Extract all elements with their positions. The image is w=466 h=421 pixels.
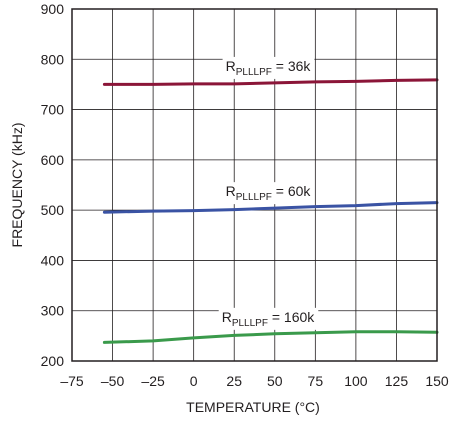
y-tick-label: 900 xyxy=(41,1,65,17)
x-tick-label: 25 xyxy=(226,373,242,389)
y-tick-label: 600 xyxy=(41,152,65,168)
series-label-background xyxy=(222,182,315,205)
y-tick-label: 300 xyxy=(41,303,65,319)
x-tick-label: –25 xyxy=(141,373,165,389)
series-label: RPLLLPF = 36k xyxy=(222,56,315,79)
series-label-background xyxy=(222,56,315,79)
series-label: RPLLLPF = 60k xyxy=(222,182,315,205)
y-tick-label: 400 xyxy=(41,252,65,268)
x-tick-label: 100 xyxy=(344,373,368,389)
y-axis-title: FREQUENCY (kHz) xyxy=(9,123,25,248)
series-label: RPLLLPF = 160k xyxy=(218,307,319,330)
y-tick-label: 200 xyxy=(41,353,65,369)
x-tick-label: 125 xyxy=(385,373,409,389)
series-label-text: RPLLLPF = 160k xyxy=(222,309,316,329)
series-line xyxy=(102,78,439,86)
x-tick-labels: –75 –50 –25 0 25 50 75 100 125 150 xyxy=(60,373,449,389)
x-tick-label: –75 xyxy=(60,373,84,389)
series-label-text: RPLLLPF = 36k xyxy=(226,58,312,78)
series-line xyxy=(102,201,439,214)
y-tick-label: 800 xyxy=(41,51,65,67)
x-tick-label: 75 xyxy=(308,373,324,389)
x-tick-label: 150 xyxy=(425,373,449,389)
y-tick-label: 700 xyxy=(41,102,65,118)
series-label-background xyxy=(218,307,319,330)
x-tick-label: 0 xyxy=(190,373,198,389)
series-label-text: RPLLLPF = 60k xyxy=(226,183,312,203)
y-tick-label: 500 xyxy=(41,202,65,218)
y-tick-labels: 200 300 400 500 600 700 800 900 xyxy=(41,1,65,369)
x-axis-title: TEMPERATURE (°C) xyxy=(186,399,320,415)
x-tick-label: 50 xyxy=(267,373,283,389)
series-labels: RPLLLPF = 36k RPLLLPF = 60k RPLLLPF = 160k xyxy=(218,56,319,330)
series-line xyxy=(102,330,439,344)
x-tick-label: –50 xyxy=(101,373,125,389)
series-lines xyxy=(102,78,439,344)
plot-frame xyxy=(71,8,438,362)
